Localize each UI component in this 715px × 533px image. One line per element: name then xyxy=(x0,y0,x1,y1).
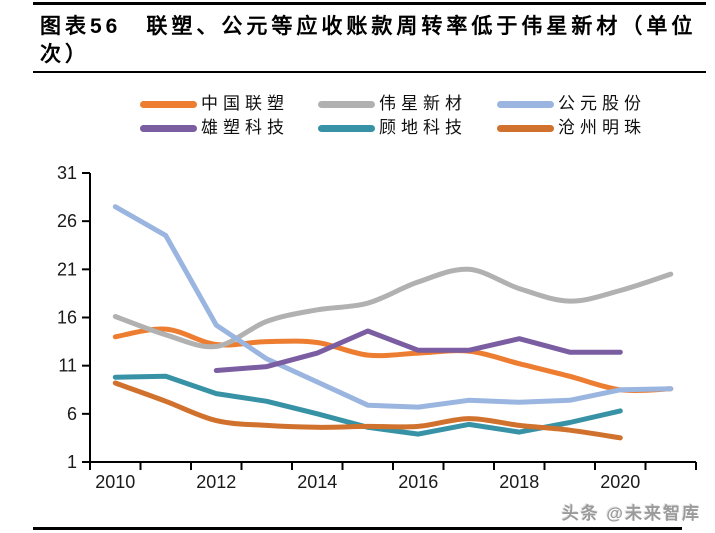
legend-item-中国联塑: 中国联塑 xyxy=(140,94,289,113)
legend-label: 沧州明珠 xyxy=(558,118,646,137)
y-tick-label: 21 xyxy=(57,259,77,279)
axis-lines xyxy=(89,173,696,463)
legend-label: 中国联塑 xyxy=(201,94,289,113)
legend-label: 公元股份 xyxy=(558,94,646,113)
legend-item-顾地科技: 顾地科技 xyxy=(318,118,467,137)
y-tick-label: 31 xyxy=(57,163,77,183)
legend-swatch-icon xyxy=(318,124,375,132)
x-tick-label: 2012 xyxy=(196,472,236,492)
legend-swatch-icon xyxy=(140,124,197,132)
legend-item-雄塑科技: 雄塑科技 xyxy=(140,118,289,137)
series-line-沧州明珠 xyxy=(112,380,623,441)
chart-legend: 中国联塑 伟星新材 公元股份雄塑科技 顾地科技 沧州明珠 xyxy=(0,0,715,150)
x-tick-label: 2010 xyxy=(95,472,135,492)
legend-item-公元股份: 公元股份 xyxy=(497,94,646,113)
legend-swatch-icon xyxy=(497,124,554,132)
figure-title-line1: 图表56 联塑、公元等应收账款周转率低于伟星新材（单位 xyxy=(40,15,697,38)
figure-title-line2: 次） xyxy=(40,43,90,66)
legend-label: 伟星新材 xyxy=(379,94,467,113)
legend-swatch-icon xyxy=(497,100,554,108)
y-tick-label: 6 xyxy=(67,404,77,424)
legend-swatch-icon xyxy=(318,100,375,108)
legend-label: 雄塑科技 xyxy=(201,118,289,137)
figure-title: 图表56 联塑、公元等应收账款周转率低于伟星新材（单位 次） xyxy=(40,13,705,69)
top-border-rule xyxy=(33,2,706,5)
x-tick-label: 2020 xyxy=(600,472,640,492)
legend-item-沧州明珠: 沧州明珠 xyxy=(497,118,646,137)
series-line-雄塑科技 xyxy=(213,328,623,373)
watermark-text: 头条 @未来智库 xyxy=(561,504,701,523)
legend-label: 顾地科技 xyxy=(379,118,467,137)
series-line-公元股份 xyxy=(112,204,674,410)
title-underline-rule xyxy=(33,71,706,73)
legend-swatch-icon xyxy=(140,100,197,108)
legend-item-伟星新材: 伟星新材 xyxy=(318,94,467,113)
y-tick-label: 1 xyxy=(67,452,77,472)
x-tick-label: 2014 xyxy=(297,472,337,492)
y-tick-label: 11 xyxy=(58,356,77,376)
y-tick-label: 16 xyxy=(57,308,77,328)
y-tick-label: 26 xyxy=(57,211,77,231)
series-line-伟星新材 xyxy=(112,266,674,350)
x-tick-label: 2016 xyxy=(398,472,438,492)
bottom-border-rule xyxy=(33,527,682,530)
series-line-中国联塑 xyxy=(112,326,674,394)
x-tick-label: 2018 xyxy=(499,472,539,492)
